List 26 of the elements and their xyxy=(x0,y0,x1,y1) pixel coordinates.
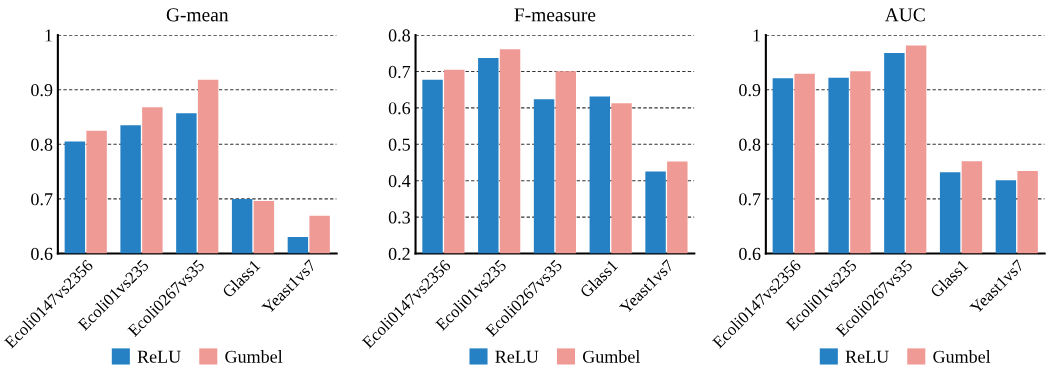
legend-label: Gumbel xyxy=(225,350,283,363)
y-tick-label: 0.5 xyxy=(388,138,410,151)
legend-label: Gumbel xyxy=(933,350,991,363)
chart-title: AUC xyxy=(884,8,925,22)
y-tick-label: 0.4 xyxy=(388,174,411,188)
chart-title: G-mean xyxy=(166,8,229,22)
y-tick-label: 0.7 xyxy=(739,193,761,206)
legend-label: ReLU xyxy=(845,350,889,363)
y-tick-label: 0.7 xyxy=(31,193,53,206)
y-tick-label: 0.7 xyxy=(388,65,411,79)
y-tick-label: 0.9 xyxy=(739,83,761,97)
y-tick-label: 1 xyxy=(753,29,760,42)
y-tick-label: 0.2 xyxy=(388,247,410,261)
y-tick-label: 0.8 xyxy=(388,29,410,42)
y-tick-label: 0.3 xyxy=(388,211,410,224)
legend-label: ReLU xyxy=(137,350,181,363)
y-tick-label: 0.8 xyxy=(31,138,53,151)
legend-label: ReLU xyxy=(495,350,539,363)
y-tick-label: 0.8 xyxy=(739,138,761,151)
y-tick-label: 1 xyxy=(45,29,52,42)
y-tick-label: 0.6 xyxy=(739,247,761,261)
y-tick-label: 0.9 xyxy=(31,83,53,97)
y-tick-label: 0.6 xyxy=(388,102,411,115)
y-tick-label: 0.6 xyxy=(31,247,53,261)
legend-label: Gumbel xyxy=(582,350,641,363)
chart-title: F-measure xyxy=(514,8,596,22)
